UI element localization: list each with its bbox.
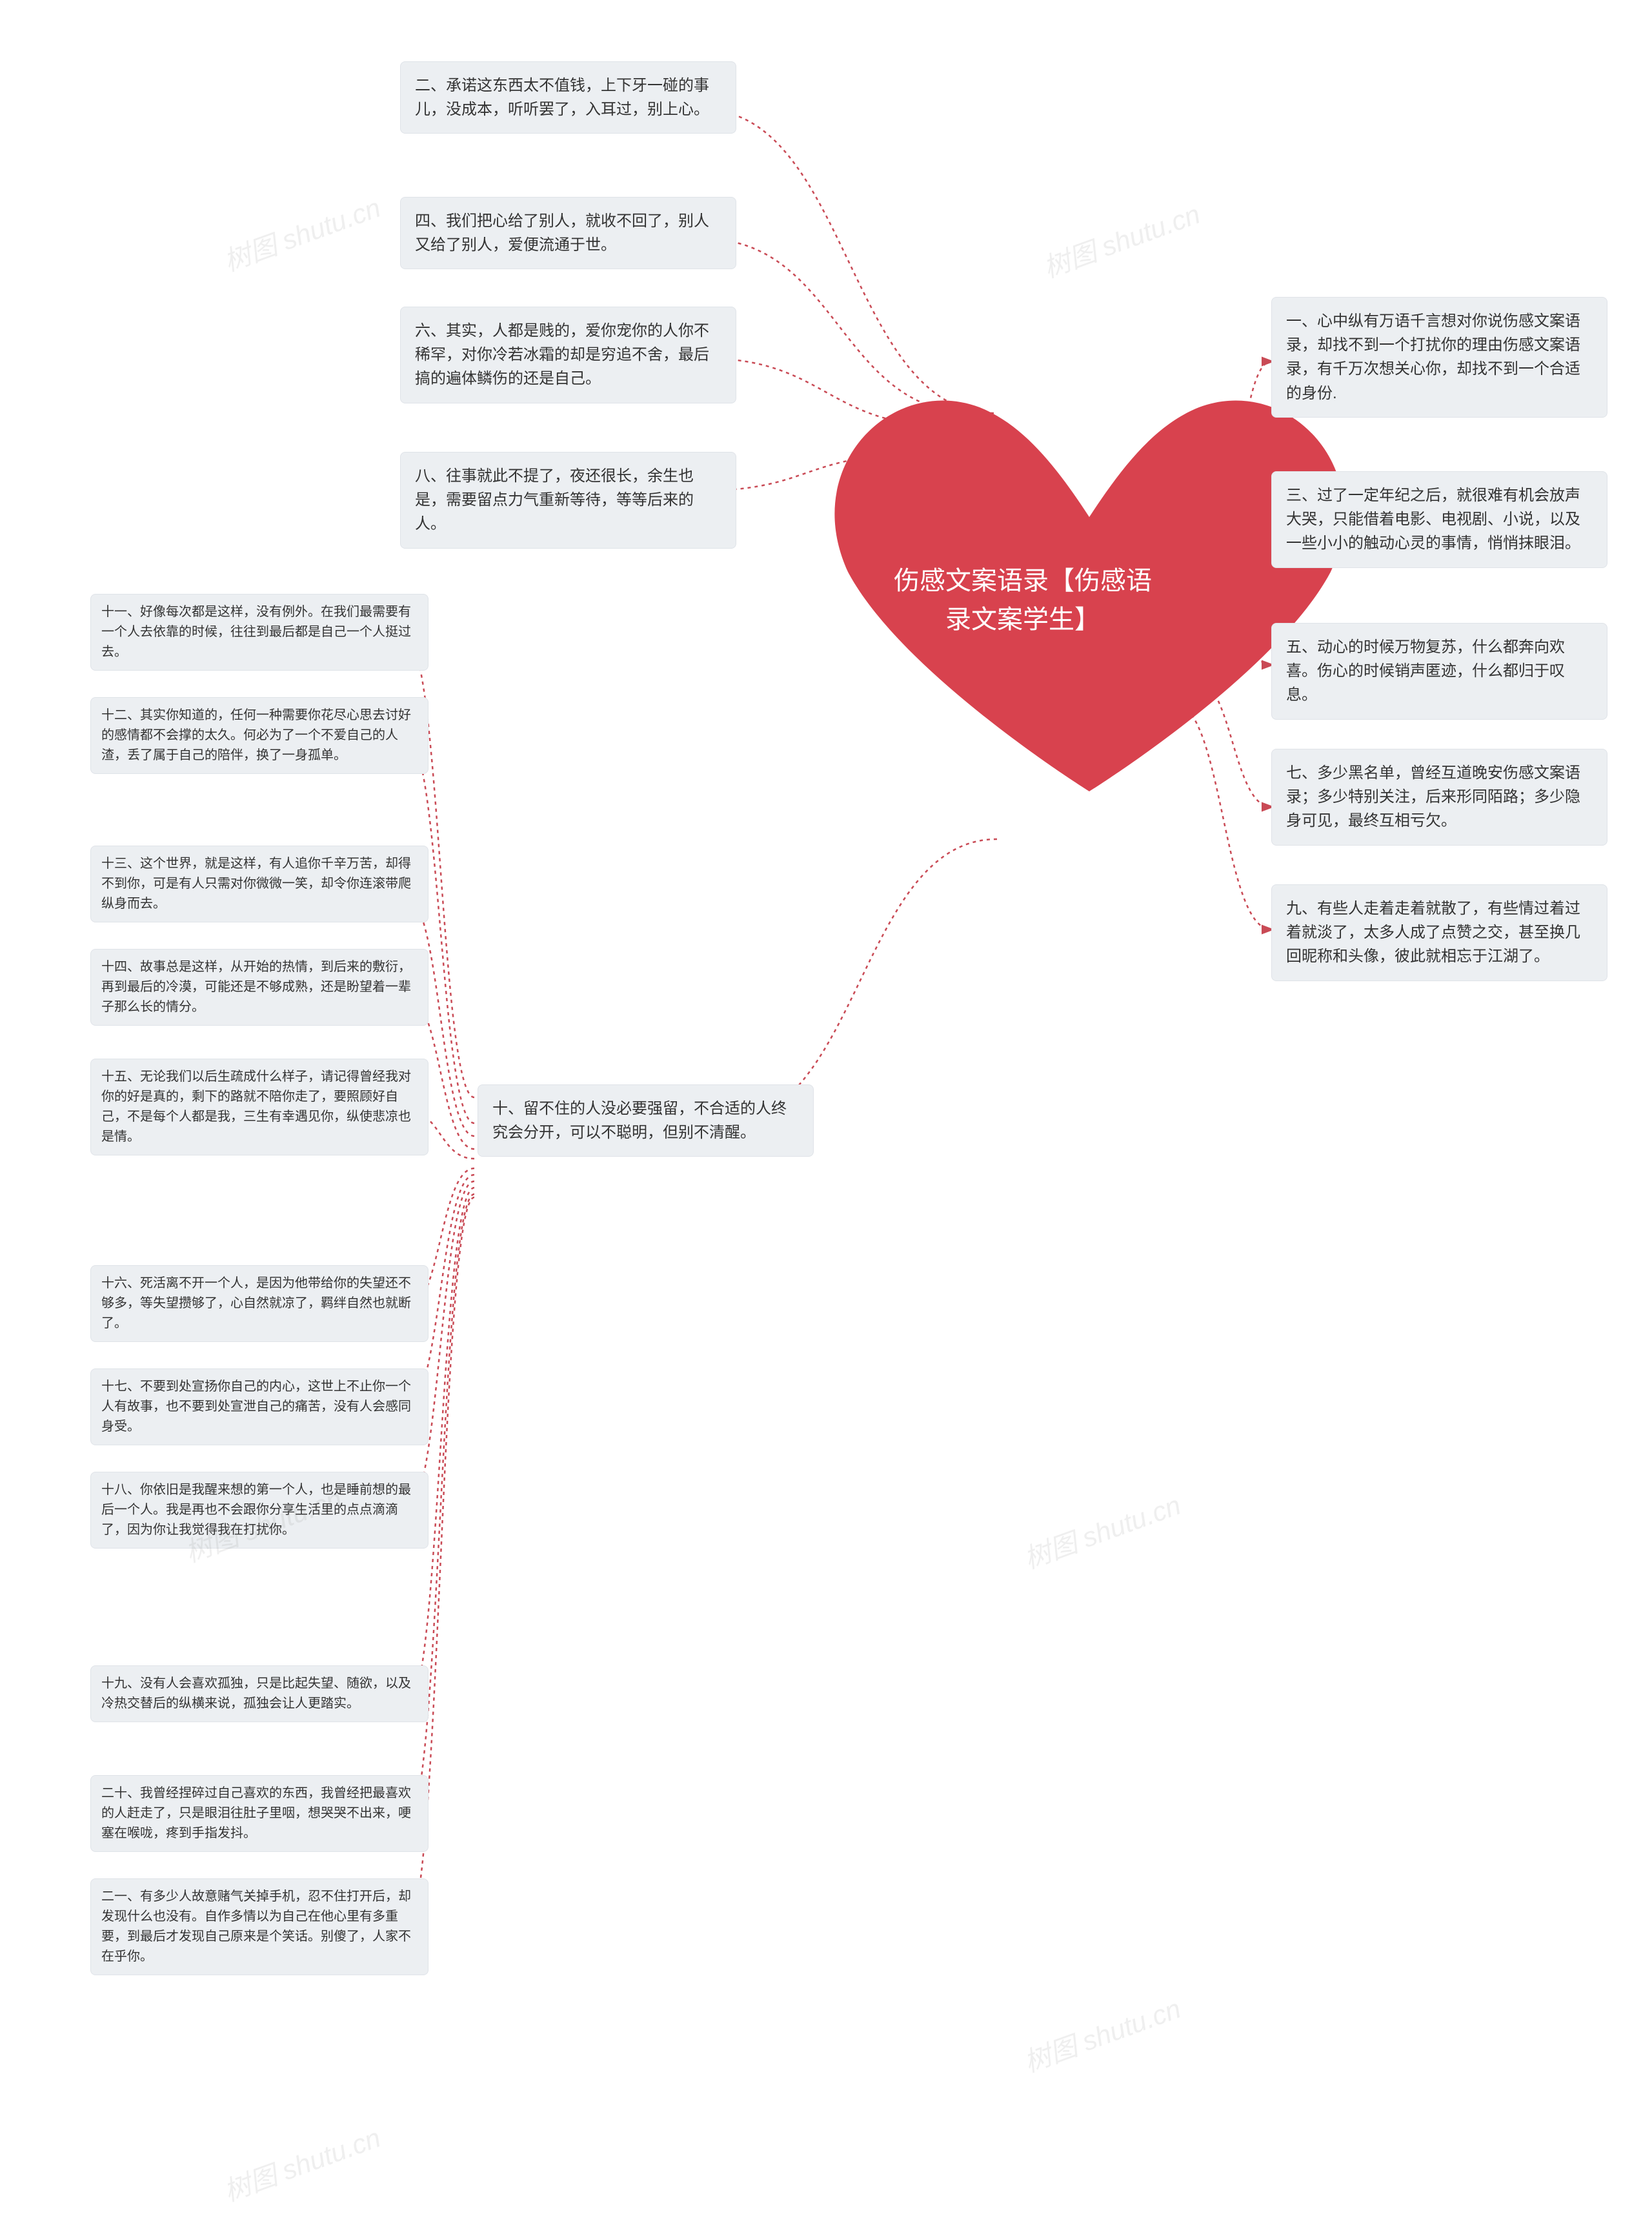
quote-node-n17: 十七、不要到处宣扬你自己的内心，这世上不止你一个人有故事，也不要到处宣泄自己的痛… xyxy=(90,1368,428,1445)
quote-node-n14: 十四、故事总是这样，从开始的热情，到后来的敷衍，再到最后的冷漠，可能还是不够成熟… xyxy=(90,949,428,1026)
quote-node-n21: 二一、有多少人故意赌气关掉手机，忍不住打开后，却发现什么也没有。自作多情以为自己… xyxy=(90,1878,428,1975)
watermark: 树图 shutu.cn xyxy=(217,2116,385,2209)
quote-node-n16: 十六、死活离不开一个人，是因为他带给你的失望还不够多，等失望攒够了，心自然就凉了… xyxy=(90,1265,428,1342)
watermark: 树图 shutu.cn xyxy=(1018,1483,1185,1576)
quote-node-n5: 五、动心的时候万物复苏，什么都奔向欢喜。伤心的时候销声匿迹，什么都归于叹息。 xyxy=(1271,623,1607,720)
watermark: 树图 shutu.cn xyxy=(1018,1987,1185,2080)
quote-node-n19: 十九、没有人会喜欢孤独，只是比起失望、随欲，以及冷热交替后的纵横来说，孤独会让人… xyxy=(90,1665,428,1722)
center-title: 伤感文案语录【伤感语录文案学生】 xyxy=(884,562,1162,639)
quote-node-n8: 八、往事就此不提了，夜还很长，余生也是，需要留点力气重新等待，等等后来的人。 xyxy=(400,452,736,549)
quote-node-n15: 十五、无论我们以后生疏成什么样子，请记得曾经我对你的好是真的，剩下的路就不陪你走… xyxy=(90,1059,428,1155)
quote-node-n11: 十一、好像每次都是这样，没有例外。在我们最需要有一个人去依靠的时候，往往到最后都… xyxy=(90,594,428,671)
connector xyxy=(723,839,997,1123)
quote-node-n3: 三、过了一定年纪之后，就很难有机会放声大哭，只能借着电影、电视剧、小说，以及一些… xyxy=(1271,471,1607,568)
quote-node-n18: 十八、你依旧是我醒来想的第一个人，也是睡前想的最后一个人。我是再也不会跟你分享生… xyxy=(90,1472,428,1549)
quote-node-n20: 二十、我曾经捏碎过自己喜欢的东西，我曾经把最喜欢的人赶走了，只是眼泪往肚子里咽，… xyxy=(90,1775,428,1852)
quote-node-n6: 六、其实，人都是贱的，爱你宠你的人你不稀罕，对你冷若冰霜的却是穷追不舍，最后搞的… xyxy=(400,307,736,403)
quote-node-n13: 十三、这个世界，就是这样，有人追你千辛万苦，却得不到你，可是有人只需对你微微一笑… xyxy=(90,846,428,922)
quote-node-n7: 七、多少黑名单，曾经互道晚安伤感文案语录；多少特别关注，后来形同陌路；多少隐身可… xyxy=(1271,749,1607,846)
watermark: 树图 shutu.cn xyxy=(217,186,385,279)
quote-node-n2: 二、承诺这东西太不值钱，上下牙一碰的事儿，没成本，听听罢了，入耳过，别上心。 xyxy=(400,61,736,134)
quote-node-n12: 十二、其实你知道的，任何一种需要你花尽心思去讨好的感情都不会撑的太久。何必为了一… xyxy=(90,697,428,774)
quote-node-n10: 十、留不住的人没必要强留，不合适的人终究会分开，可以不聪明，但别不清醒。 xyxy=(478,1084,814,1157)
quote-node-n9: 九、有些人走着走着就散了，有些情过着过着就淡了，太多人成了点赞之交，甚至换几回昵… xyxy=(1271,884,1607,981)
quote-node-n1: 一、心中纵有万语千言想对你说伤感文案语录，却找不到一个打扰你的理由伤感文案语录，… xyxy=(1271,297,1607,418)
diagram-stage: 伤感文案语录【伤感语录文案学生】 二、承诺这东西太不值钱，上下牙一碰的事儿，没成… xyxy=(0,0,1652,2216)
connector xyxy=(407,1181,474,1510)
quote-node-n4: 四、我们把心给了别人，就收不回了，别人又给了别人，爱便流通于世。 xyxy=(400,197,736,269)
watermark: 树图 shutu.cn xyxy=(1037,192,1205,285)
